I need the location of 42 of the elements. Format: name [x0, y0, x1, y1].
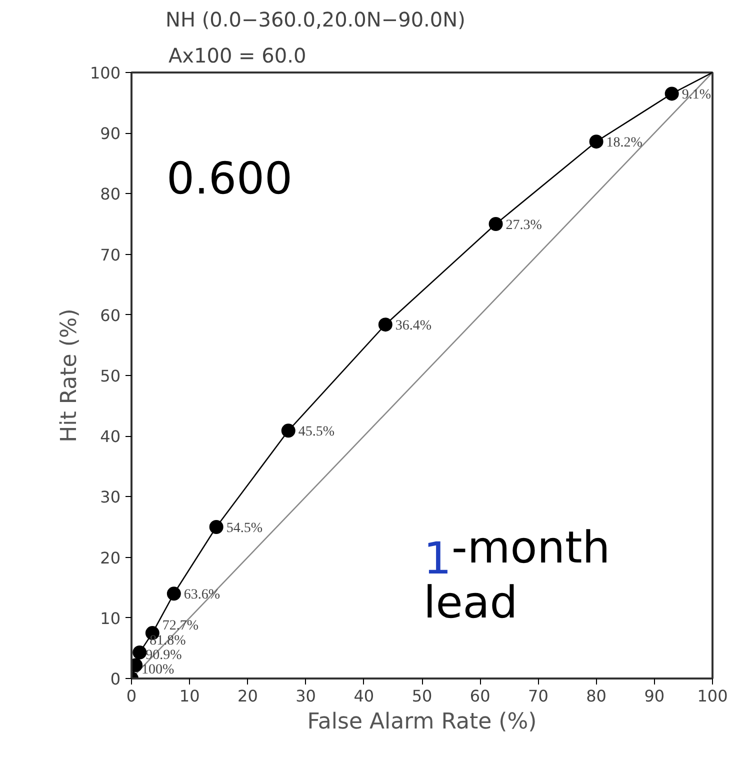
y-tick-label: 100 [90, 64, 121, 82]
annotation: 54.5% [226, 521, 263, 536]
x-tick-label: 100 [697, 686, 728, 706]
y-tick-label: 20 [100, 548, 120, 568]
point [132, 645, 147, 660]
point [589, 134, 604, 149]
x-tick-label: 60 [470, 686, 490, 706]
x-tick-label: 50 [412, 686, 432, 706]
y-tick-label: 50 [100, 366, 120, 386]
x-tick-label: 0 [126, 686, 137, 706]
y-tick-label: 40 [100, 427, 120, 446]
y-axis-title: Hit Rate (%) [56, 308, 82, 442]
annotation: 36.4% [395, 318, 432, 334]
chart-subtitle: Ax100 = 60.0 [168, 44, 306, 68]
annotation: 27.3% [506, 218, 542, 233]
chart-title: NH (0.0−360.0,20.0N−90.0N) [166, 8, 466, 32]
annotation: 45.5% [298, 424, 335, 440]
annotation: 18.2% [606, 136, 643, 151]
y-tick-label: 80 [100, 184, 120, 204]
point [166, 586, 181, 601]
y-tick-label: 60 [100, 306, 120, 325]
x-tick-label: 80 [586, 686, 606, 706]
x-tick-label: 20 [238, 686, 258, 706]
y-tick-label: 0 [110, 670, 121, 688]
x-tick-label: 70 [528, 686, 548, 706]
point [378, 318, 392, 332]
x-tick-label: 30 [296, 686, 316, 706]
point [488, 217, 503, 231]
x-tick-label: 90 [644, 686, 665, 706]
point [281, 424, 296, 438]
annotation: 1-month lead [424, 522, 610, 628]
annotation: 0.600 [166, 154, 292, 204]
x-axis-title: False Alarm Rate (%) [307, 710, 537, 734]
y-tick-label: 70 [100, 245, 120, 264]
x-tick-label: 10 [179, 686, 200, 706]
y-tick-label: 10 [100, 608, 120, 628]
annotation: 100% [142, 662, 174, 678]
point [209, 520, 224, 534]
y-tick-label: 30 [100, 488, 120, 507]
x-tick-label: 40 [354, 686, 374, 706]
y-tick-label: 90 [100, 124, 120, 144]
point [664, 86, 679, 101]
